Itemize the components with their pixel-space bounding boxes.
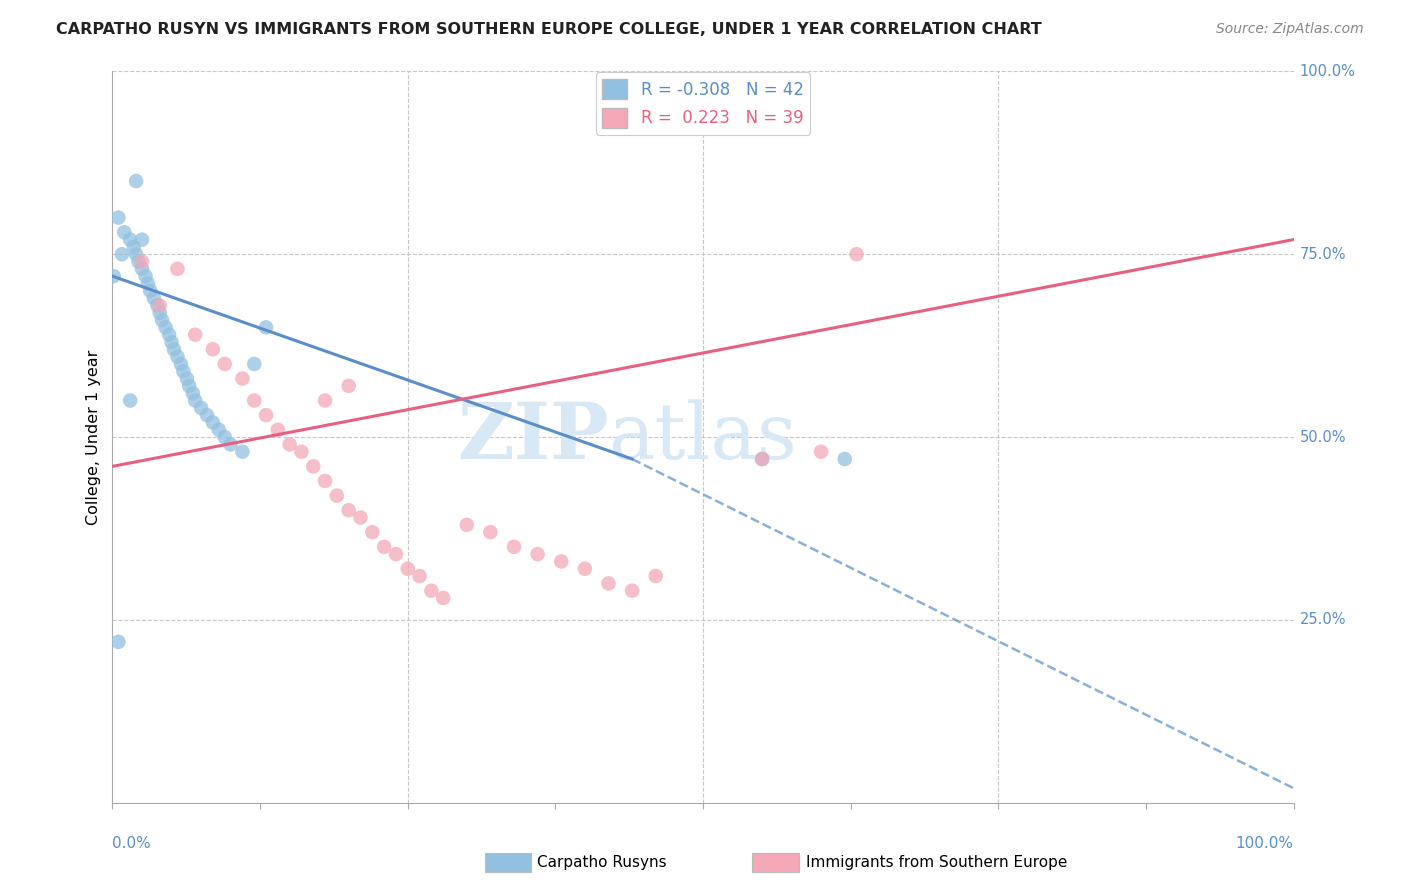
Point [125,247,148,261]
Point [278,437,301,451]
Point [621,583,644,598]
Point [214,430,236,444]
Text: atlas: atlas [609,400,797,475]
Point [150,313,173,327]
Point [314,393,336,408]
Point [163,343,186,357]
Point [107,635,129,649]
Text: 25.0%: 25.0% [1299,613,1346,627]
Point [751,452,773,467]
Point [179,379,201,393]
Text: ZIP: ZIP [457,399,609,475]
Point [190,401,212,415]
Point [337,379,360,393]
Point [644,569,666,583]
Point [290,444,312,458]
Point [574,562,596,576]
Point [326,489,349,503]
Point [243,393,266,408]
Point [243,357,266,371]
Point [254,320,277,334]
Point [834,452,856,467]
Text: 0.0%: 0.0% [112,836,152,851]
Point [550,554,572,568]
Text: Carpatho Rusyns: Carpatho Rusyns [537,855,666,870]
Point [170,357,193,371]
Point [103,269,125,284]
Point [503,540,526,554]
Point [112,225,135,239]
Text: 75.0%: 75.0% [1299,247,1346,261]
Point [184,393,207,408]
Point [136,277,159,291]
Point [176,371,198,385]
Point [131,254,153,268]
Point [254,408,277,422]
Point [337,503,360,517]
Point [201,343,224,357]
Point [184,327,207,342]
Point [120,233,142,247]
Point [385,547,408,561]
Point [456,517,478,532]
Point [172,364,194,378]
Point [314,474,336,488]
Point [267,423,290,437]
Point [127,254,149,268]
Legend: R = -0.308   N = 42, R =  0.223   N = 39: R = -0.308 N = 42, R = 0.223 N = 39 [596,72,810,135]
Point [166,261,188,276]
Point [349,510,371,524]
Point [111,247,134,261]
Point [219,437,242,451]
Point [810,444,832,458]
Point [125,174,148,188]
Point [107,211,129,225]
Point [157,327,180,342]
Point [231,444,253,458]
Point [208,423,231,437]
Text: Immigrants from Southern Europe: Immigrants from Southern Europe [806,855,1067,870]
Text: 100.0%: 100.0% [1236,836,1294,851]
Point [122,240,145,254]
Point [142,291,165,305]
Point [181,386,204,401]
Point [131,261,153,276]
Y-axis label: College, Under 1 year: College, Under 1 year [86,350,101,524]
Text: 50.0%: 50.0% [1299,430,1346,444]
Point [420,583,443,598]
Point [135,269,157,284]
Point [526,547,548,561]
Text: CARPATHO RUSYN VS IMMIGRANTS FROM SOUTHERN EUROPE COLLEGE, UNDER 1 YEAR CORRELAT: CARPATHO RUSYN VS IMMIGRANTS FROM SOUTHE… [56,22,1042,37]
Text: 100.0%: 100.0% [1299,64,1355,78]
Point [146,298,169,312]
Point [479,525,502,540]
Point [201,416,224,430]
Point [195,408,218,422]
Point [231,371,253,385]
Point [149,298,172,312]
Point [149,306,172,320]
Point [361,525,384,540]
Point [373,540,395,554]
Point [120,393,142,408]
Point [432,591,454,605]
Point [139,284,162,298]
Point [214,357,236,371]
Point [160,334,183,349]
Point [408,569,430,583]
Point [155,320,177,334]
Point [786,87,808,101]
Text: Source: ZipAtlas.com: Source: ZipAtlas.com [1216,22,1364,37]
Point [302,459,325,474]
Point [751,452,773,467]
Point [845,247,868,261]
Point [598,576,620,591]
Point [396,562,419,576]
Point [166,350,188,364]
Point [131,233,153,247]
